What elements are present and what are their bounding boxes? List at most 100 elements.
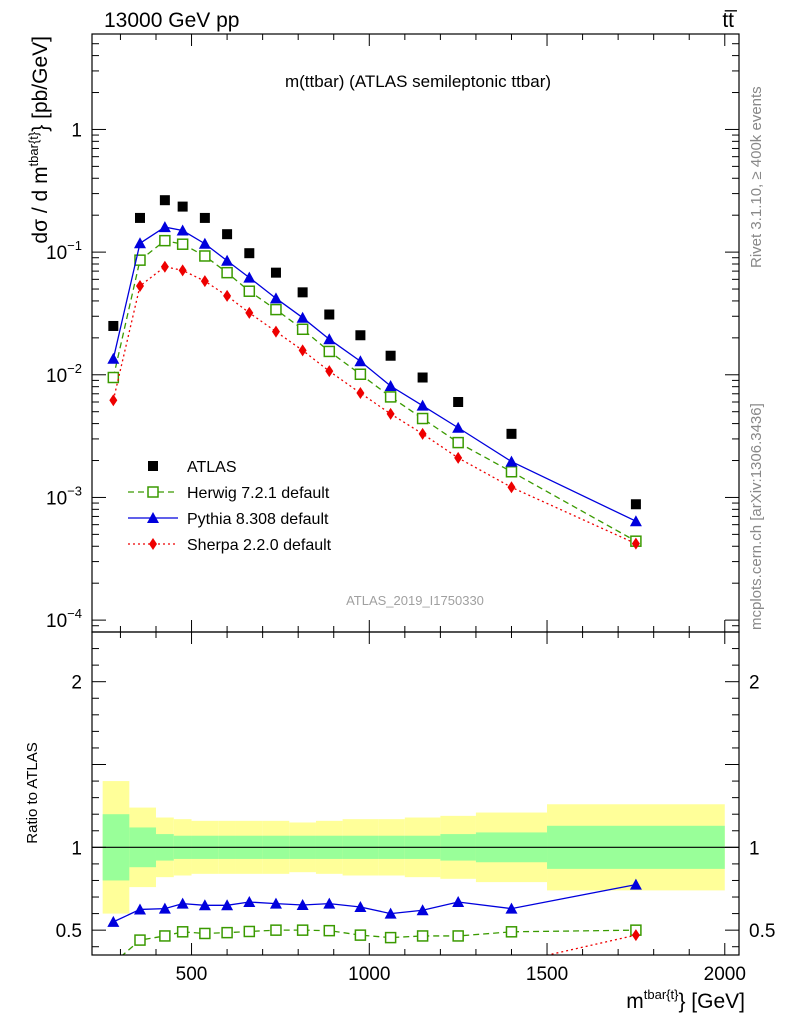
ratio-y-tick-label: 2 [71, 673, 82, 694]
y-tick-label-base: 10 [46, 611, 67, 632]
legend-entry: ATLAS [148, 459, 237, 476]
data-point [630, 499, 641, 510]
ratio-point [221, 926, 233, 939]
data-point [221, 254, 234, 266]
legend-entry: Sherpa 2.2.0 default [128, 537, 332, 554]
ratio-point [176, 897, 189, 909]
y-tick-label-base: 1 [71, 120, 82, 141]
y-tick-label: 10−2 [46, 361, 82, 387]
data-point [134, 212, 145, 223]
ratio-point [505, 902, 518, 914]
legend-label: Herwig 7.2.1 default [187, 485, 330, 502]
x-tick-label: 500 [176, 964, 208, 985]
ratio-point [631, 929, 640, 942]
ratio-y-tick-label-right: 0.5 [749, 921, 775, 942]
data-point [134, 254, 146, 266]
ratio-point [454, 966, 462, 978]
y-tick-label-exponent: −3 [67, 483, 82, 498]
data-point [200, 275, 209, 288]
ratio-point [221, 899, 234, 911]
legend: ATLAS Herwig 7.2.1 default Pythia 8.308 de… [128, 459, 332, 554]
data-point [355, 330, 366, 341]
data-point [384, 380, 397, 392]
ratio-point [243, 925, 256, 938]
process-label: tt̅ [722, 9, 738, 32]
ratio-line [113, 883, 637, 923]
data-point [109, 394, 118, 407]
data-point [323, 333, 336, 345]
data-point [505, 465, 518, 478]
data-point [452, 421, 465, 433]
ratio-point [505, 926, 518, 938]
legend-marker [148, 461, 158, 471]
data-point [176, 224, 189, 236]
data-point [198, 237, 211, 249]
series-line [112, 239, 637, 542]
data-point [324, 309, 335, 320]
legend-entry: Herwig 7.2.1 default [128, 485, 330, 502]
ratio-point [452, 930, 464, 942]
data-point [298, 344, 307, 357]
ratio-point [158, 902, 171, 914]
data-point [386, 407, 395, 420]
data-point [453, 396, 464, 407]
data-point [176, 238, 189, 250]
ratio-panel-frame [91, 631, 740, 956]
plot-frames [91, 33, 740, 956]
ratio-point [296, 898, 309, 910]
ratio-point [270, 924, 282, 936]
data-point [135, 279, 144, 292]
y-tick-label-base: 10 [46, 488, 67, 509]
ratio-y-tick-label: 1 [71, 838, 82, 859]
data-point [416, 412, 429, 425]
data-point [245, 306, 254, 319]
data-point [158, 221, 171, 233]
analysis-id: ATLAS_2019_I1750330 [346, 593, 484, 608]
data-point [244, 248, 255, 259]
ratio-point [384, 931, 397, 944]
data-point [629, 515, 642, 527]
data-point [416, 399, 429, 411]
legend-label: ATLAS [187, 459, 237, 476]
data-point [177, 201, 188, 212]
data-point [631, 537, 640, 550]
legend-marker [147, 512, 159, 523]
ratio-series-1 [107, 878, 642, 927]
y-tick-label-exponent: −1 [67, 238, 82, 253]
legend-marker [149, 538, 157, 550]
ratio-point [416, 904, 429, 916]
data-point [454, 451, 463, 464]
x-axis-label: mtbar{t}} [GeV] [626, 987, 745, 1013]
top-series [107, 195, 642, 550]
data-point [269, 292, 282, 304]
ratio-point [107, 915, 120, 927]
data-point [506, 428, 517, 439]
ratio-point [323, 897, 336, 909]
data-point [297, 287, 308, 298]
data-point [243, 271, 256, 283]
data-point [418, 427, 427, 440]
data-point [505, 455, 518, 467]
y-tick-label: 10−4 [46, 606, 82, 632]
ratio-point [416, 930, 429, 942]
x-tick-label: 1500 [526, 964, 568, 985]
data-point [323, 345, 336, 358]
ratio-y-axis-label: Ratio to ATLAS [24, 742, 41, 843]
ratio-point [243, 895, 256, 907]
y-tick-label: 10−1 [46, 238, 82, 264]
data-point [270, 267, 281, 278]
data-point [107, 352, 120, 364]
ratio-point [354, 929, 367, 941]
ratio-point [134, 934, 146, 946]
series-line [112, 266, 637, 545]
x-tick-label: 1000 [348, 964, 390, 985]
legend-marker [147, 486, 159, 498]
data-point [356, 387, 365, 400]
ratio-series-0 [121, 924, 642, 955]
legend-label: Sherpa 2.2.0 default [187, 537, 332, 554]
data-point [133, 237, 146, 249]
data-point [107, 371, 120, 384]
data-point [159, 234, 171, 247]
